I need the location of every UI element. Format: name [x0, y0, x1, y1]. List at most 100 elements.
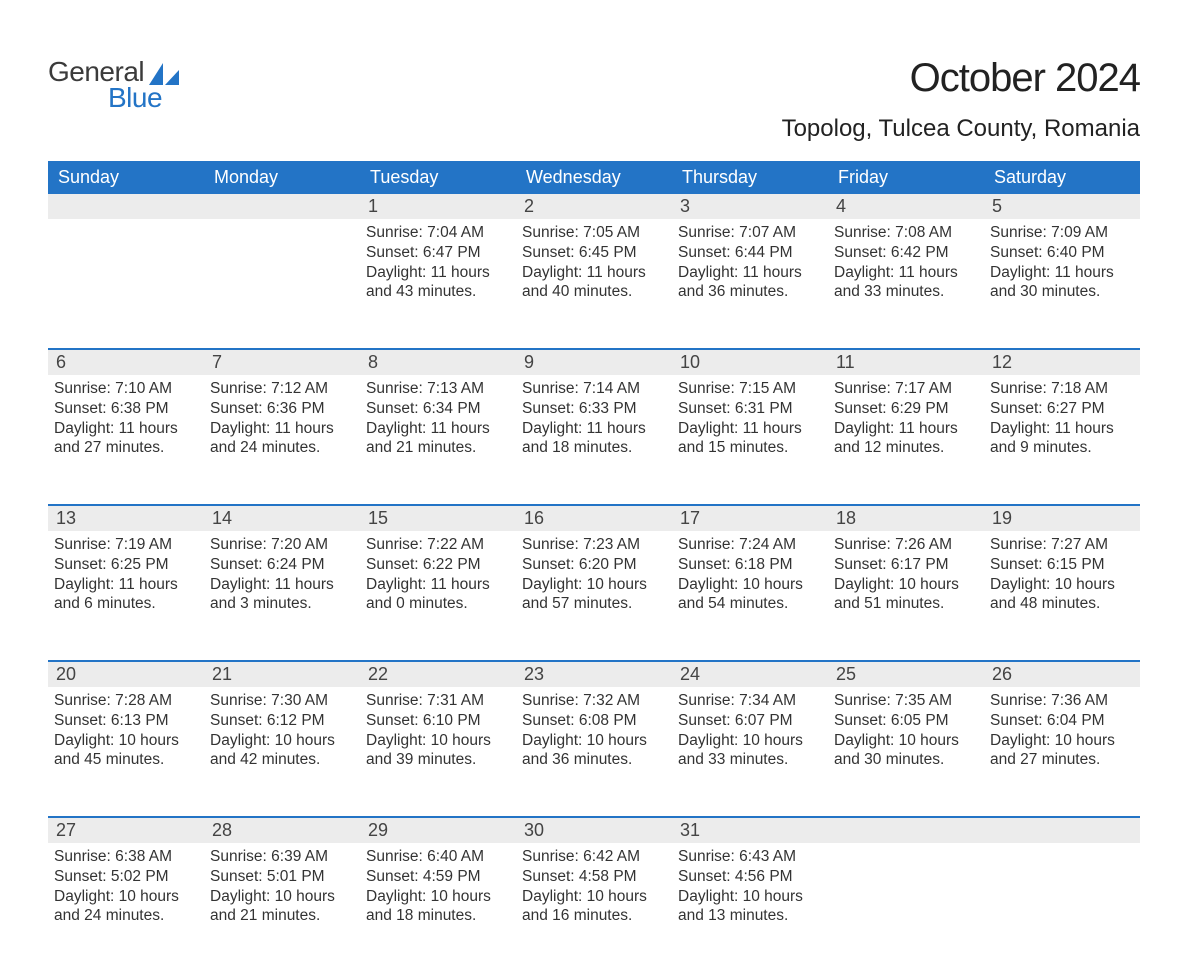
- day-sunrise: Sunrise: 7:09 AM: [990, 223, 1134, 243]
- day-sunset: Sunset: 6:45 PM: [522, 243, 666, 263]
- day-cell: Sunrise: 6:38 AMSunset: 5:02 PMDaylight:…: [48, 843, 204, 973]
- day-d2: and 30 minutes.: [990, 282, 1134, 302]
- weekday-header: Friday: [828, 161, 984, 194]
- day-d2: and 57 minutes.: [522, 594, 666, 614]
- day-content: Sunrise: 7:32 AMSunset: 6:08 PMDaylight:…: [522, 687, 666, 770]
- day-sunset: Sunset: 6:15 PM: [990, 555, 1134, 575]
- day-d1: Daylight: 11 hours: [54, 419, 198, 439]
- day-content-row: Sunrise: 6:38 AMSunset: 5:02 PMDaylight:…: [48, 843, 1140, 973]
- day-content: Sunrise: 7:31 AMSunset: 6:10 PMDaylight:…: [366, 687, 510, 770]
- day-sunrise: Sunrise: 7:35 AM: [834, 691, 978, 711]
- day-d2: and 27 minutes.: [990, 750, 1134, 770]
- day-sunset: Sunset: 6:12 PM: [210, 711, 354, 731]
- weekday-header: Monday: [204, 161, 360, 194]
- day-number-cell: 22: [360, 661, 516, 687]
- day-number-cell: 28: [204, 817, 360, 843]
- day-sunrise: Sunrise: 7:17 AM: [834, 379, 978, 399]
- day-sunrise: Sunrise: 7:26 AM: [834, 535, 978, 555]
- day-d2: and 15 minutes.: [678, 438, 822, 458]
- day-content: Sunrise: 7:19 AMSunset: 6:25 PMDaylight:…: [54, 531, 198, 614]
- day-d2: and 43 minutes.: [366, 282, 510, 302]
- day-d1: Daylight: 10 hours: [522, 887, 666, 907]
- day-sunset: Sunset: 6:34 PM: [366, 399, 510, 419]
- day-d2: and 6 minutes.: [54, 594, 198, 614]
- day-d1: Daylight: 10 hours: [678, 575, 822, 595]
- day-content: Sunrise: 7:22 AMSunset: 6:22 PMDaylight:…: [366, 531, 510, 614]
- day-sunset: Sunset: 6:04 PM: [990, 711, 1134, 731]
- day-sunrise: Sunrise: 7:20 AM: [210, 535, 354, 555]
- day-sunrise: Sunrise: 7:04 AM: [366, 223, 510, 243]
- day-d1: Daylight: 11 hours: [210, 575, 354, 595]
- day-content-row: Sunrise: 7:10 AMSunset: 6:38 PMDaylight:…: [48, 375, 1140, 505]
- day-sunset: Sunset: 6:27 PM: [990, 399, 1134, 419]
- day-sunset: Sunset: 4:58 PM: [522, 867, 666, 887]
- day-content: Sunrise: 7:13 AMSunset: 6:34 PMDaylight:…: [366, 375, 510, 458]
- day-d2: and 18 minutes.: [366, 906, 510, 926]
- day-number-cell: 31: [672, 817, 828, 843]
- day-d2: and 30 minutes.: [834, 750, 978, 770]
- day-cell: Sunrise: 6:40 AMSunset: 4:59 PMDaylight:…: [360, 843, 516, 973]
- day-cell: [48, 219, 204, 349]
- day-sunrise: Sunrise: 7:15 AM: [678, 379, 822, 399]
- day-d1: Daylight: 11 hours: [210, 419, 354, 439]
- day-sunrise: Sunrise: 7:12 AM: [210, 379, 354, 399]
- day-sunset: Sunset: 6:08 PM: [522, 711, 666, 731]
- day-sunrise: Sunrise: 7:08 AM: [834, 223, 978, 243]
- day-cell: Sunrise: 7:22 AMSunset: 6:22 PMDaylight:…: [360, 531, 516, 661]
- day-d1: Daylight: 11 hours: [678, 419, 822, 439]
- day-content: Sunrise: 7:08 AMSunset: 6:42 PMDaylight:…: [834, 219, 978, 302]
- location-subtitle: Topolog, Tulcea County, Romania: [782, 115, 1140, 143]
- day-sunrise: Sunrise: 6:39 AM: [210, 847, 354, 867]
- day-sunrise: Sunrise: 6:40 AM: [366, 847, 510, 867]
- day-number-cell: [828, 817, 984, 843]
- day-d1: Daylight: 10 hours: [834, 575, 978, 595]
- day-sunrise: Sunrise: 6:43 AM: [678, 847, 822, 867]
- day-sunset: Sunset: 6:31 PM: [678, 399, 822, 419]
- day-d2: and 16 minutes.: [522, 906, 666, 926]
- day-sunrise: Sunrise: 7:31 AM: [366, 691, 510, 711]
- day-cell: Sunrise: 7:23 AMSunset: 6:20 PMDaylight:…: [516, 531, 672, 661]
- brand-logo: General Blue: [48, 56, 179, 114]
- day-content: Sunrise: 7:04 AMSunset: 6:47 PMDaylight:…: [366, 219, 510, 302]
- weekday-header: Saturday: [984, 161, 1140, 194]
- day-d2: and 39 minutes.: [366, 750, 510, 770]
- day-sunrise: Sunrise: 7:19 AM: [54, 535, 198, 555]
- day-d1: Daylight: 11 hours: [54, 575, 198, 595]
- day-sunrise: Sunrise: 6:38 AM: [54, 847, 198, 867]
- day-d2: and 27 minutes.: [54, 438, 198, 458]
- day-sunrise: Sunrise: 7:14 AM: [522, 379, 666, 399]
- day-d2: and 0 minutes.: [366, 594, 510, 614]
- day-sunrise: Sunrise: 7:18 AM: [990, 379, 1134, 399]
- day-d1: Daylight: 10 hours: [210, 731, 354, 751]
- daynum-row: 13141516171819: [48, 505, 1140, 531]
- day-d1: Daylight: 11 hours: [834, 419, 978, 439]
- day-d2: and 21 minutes.: [210, 906, 354, 926]
- daynum-row: 12345: [48, 194, 1140, 219]
- day-d1: Daylight: 10 hours: [366, 731, 510, 751]
- calendar-head: SundayMondayTuesdayWednesdayThursdayFrid…: [48, 161, 1140, 194]
- day-number-cell: 8: [360, 349, 516, 375]
- day-number-cell: 6: [48, 349, 204, 375]
- day-content: Sunrise: 7:35 AMSunset: 6:05 PMDaylight:…: [834, 687, 978, 770]
- day-cell: Sunrise: 7:19 AMSunset: 6:25 PMDaylight:…: [48, 531, 204, 661]
- day-sunset: Sunset: 6:10 PM: [366, 711, 510, 731]
- day-content: Sunrise: 7:20 AMSunset: 6:24 PMDaylight:…: [210, 531, 354, 614]
- day-cell: Sunrise: 7:32 AMSunset: 6:08 PMDaylight:…: [516, 687, 672, 817]
- day-number-cell: [984, 817, 1140, 843]
- day-sunset: Sunset: 5:01 PM: [210, 867, 354, 887]
- day-d1: Daylight: 10 hours: [990, 731, 1134, 751]
- day-content: Sunrise: 7:26 AMSunset: 6:17 PMDaylight:…: [834, 531, 978, 614]
- day-d1: Daylight: 11 hours: [366, 575, 510, 595]
- day-number-cell: 26: [984, 661, 1140, 687]
- day-number-cell: 30: [516, 817, 672, 843]
- day-cell: Sunrise: 7:10 AMSunset: 6:38 PMDaylight:…: [48, 375, 204, 505]
- day-d1: Daylight: 10 hours: [990, 575, 1134, 595]
- day-d1: Daylight: 11 hours: [366, 263, 510, 283]
- day-number-cell: 5: [984, 194, 1140, 219]
- day-content: Sunrise: 7:36 AMSunset: 6:04 PMDaylight:…: [990, 687, 1134, 770]
- day-d2: and 12 minutes.: [834, 438, 978, 458]
- day-cell: Sunrise: 7:12 AMSunset: 6:36 PMDaylight:…: [204, 375, 360, 505]
- day-cell: Sunrise: 7:34 AMSunset: 6:07 PMDaylight:…: [672, 687, 828, 817]
- day-content: Sunrise: 6:39 AMSunset: 5:01 PMDaylight:…: [210, 843, 354, 926]
- day-cell: Sunrise: 7:27 AMSunset: 6:15 PMDaylight:…: [984, 531, 1140, 661]
